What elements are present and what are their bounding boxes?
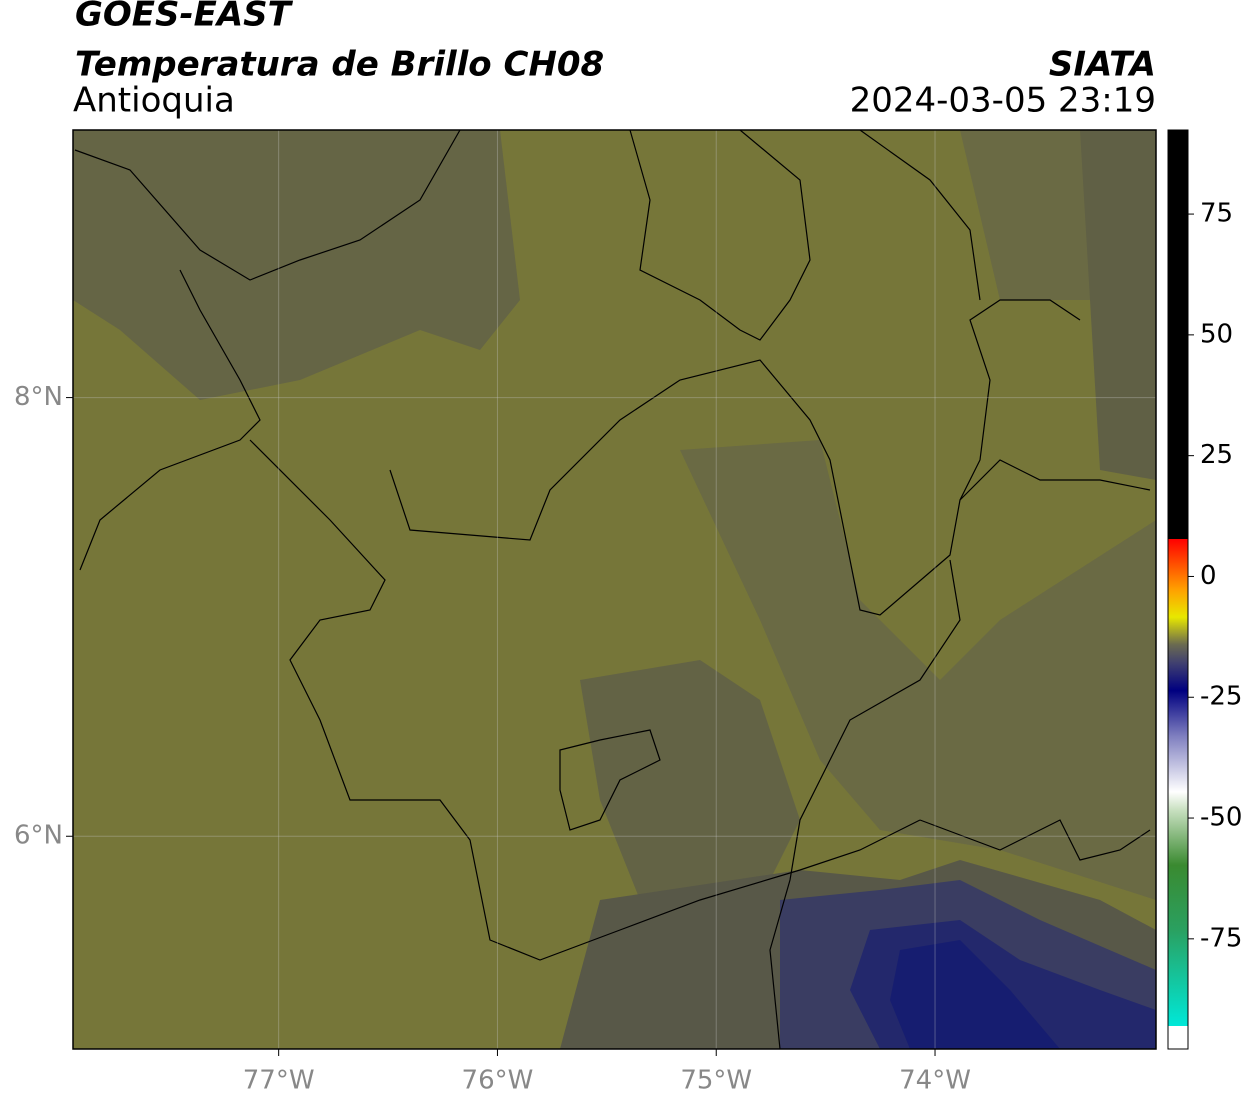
colorbar-tick-label: -25 — [1200, 682, 1242, 712]
grid — [73, 130, 1156, 1049]
y-tick-label: 6°N — [14, 821, 63, 851]
colorbar-tick-label: -75 — [1200, 923, 1242, 953]
colorbar-tick-label: 25 — [1200, 440, 1233, 470]
subtitle: Temperatura de Brillo CH08 — [75, 45, 604, 85]
colorbar-tick-label: 50 — [1200, 319, 1233, 349]
x-tick-label: 77°W — [243, 1066, 315, 1096]
x-tick-label: 74°W — [899, 1066, 971, 1096]
colorbar-tick-label: 75 — [1200, 199, 1233, 229]
x-tick-label: 76°W — [462, 1066, 534, 1096]
colorbar-tick-label: 0 — [1200, 561, 1217, 591]
datetime: 2024-03-05 23:19 — [850, 81, 1156, 121]
x-tick-label: 75°W — [680, 1066, 752, 1096]
source: SIATA — [1049, 45, 1156, 85]
map-frame — [72, 129, 1157, 1050]
title: GOES-EAST — [75, 0, 294, 35]
colorbar-tick-label: -50 — [1200, 803, 1242, 833]
region: Antioquia — [73, 81, 235, 121]
y-tick-label: 8°N — [14, 382, 63, 412]
colorbar — [1167, 129, 1189, 1050]
map — [73, 130, 1156, 1049]
